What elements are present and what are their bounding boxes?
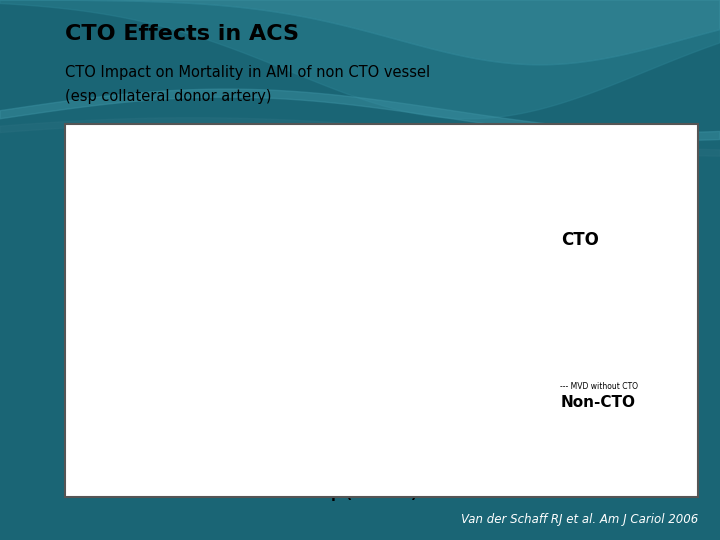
Text: Log Rank: 119.58, P< .0001: Log Rank: 119.58, P< .0001 (271, 335, 416, 346)
Text: CTO Impact on Mortality in AMI of non CTO vessel: CTO Impact on Mortality in AMI of non CT… (65, 65, 430, 80)
Text: --- MVD without CTO: --- MVD without CTO (560, 382, 638, 390)
Text: CTO Effects in ACS: CTO Effects in ACS (65, 24, 299, 44)
Text: Van der Schaff RJ et al. Am J Cariol 2006: Van der Schaff RJ et al. Am J Cariol 200… (461, 514, 698, 526)
Y-axis label: Mortality (%): Mortality (%) (94, 270, 107, 351)
Text: Non-CTO: Non-CTO (560, 395, 635, 410)
X-axis label: Follow up (months): Follow up (months) (266, 487, 418, 501)
Text: CTO: CTO (562, 231, 600, 249)
Text: (esp collateral donor artery): (esp collateral donor artery) (65, 89, 271, 104)
